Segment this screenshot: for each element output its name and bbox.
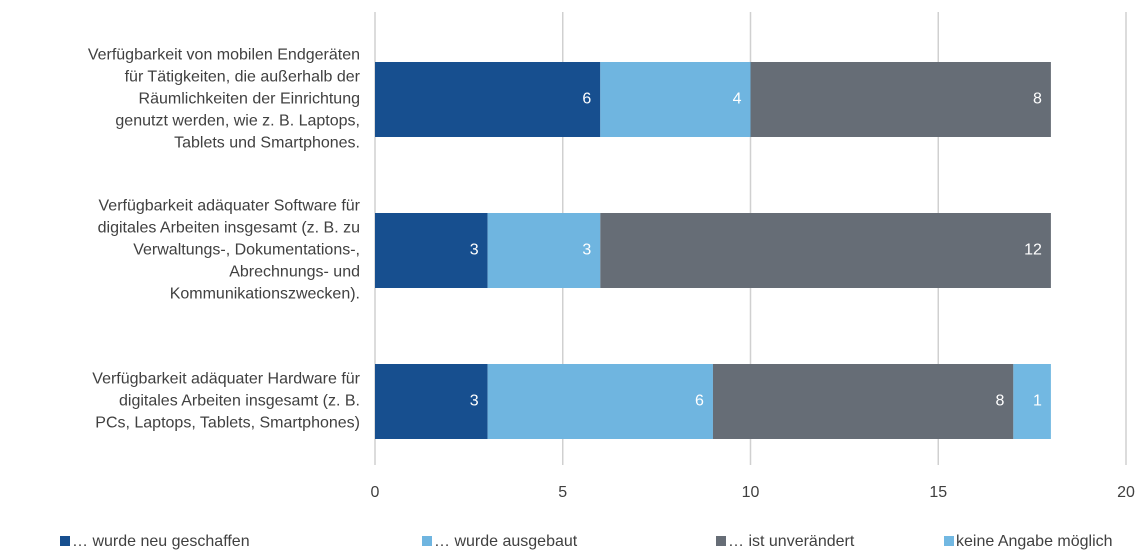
legend-swatch: [716, 536, 726, 546]
x-tick-label: 10: [742, 484, 760, 501]
bar-segment: [375, 364, 488, 439]
bar-segment: [600, 213, 1051, 288]
legend-swatch: [60, 536, 70, 546]
category-label: PCs, Laptops, Tablets, Smartphones): [95, 415, 360, 432]
data-label: 3: [470, 393, 479, 410]
data-label: 3: [582, 242, 591, 259]
category-label: Kommunikationszwecken).: [170, 286, 360, 303]
bar-segment: [1013, 364, 1051, 439]
x-tick-label: 0: [371, 484, 380, 501]
bar-segment: [487, 213, 601, 288]
bar-segment: [487, 364, 713, 439]
category-label: digitales Arbeiten insgesamt (z. B. zu: [98, 220, 360, 237]
data-label: 4: [733, 91, 742, 108]
category-label: Abrechnungs- und: [229, 264, 360, 281]
category-label: Verwaltungs-, Dokumentations-,: [133, 242, 360, 259]
category-label: Tablets und Smartphones.: [174, 135, 360, 152]
category-label: für Tätigkeiten, die außerhalb der: [125, 69, 361, 86]
legend-label: keine Angabe möglich: [956, 533, 1113, 550]
legend-label: … wurde neu geschaffen: [72, 533, 250, 550]
data-label: 8: [1033, 91, 1042, 108]
data-label: 1: [1033, 393, 1042, 410]
category-label: Verfügbarkeit von mobilen Endgeräten: [88, 47, 360, 64]
category-label: Verfügbarkeit adäquater Software für: [99, 198, 361, 215]
bar-segment: [375, 62, 601, 137]
data-label: 3: [470, 242, 479, 259]
category-label: digitales Arbeiten insgesamt (z. B.: [119, 393, 360, 410]
data-label: 8: [995, 393, 1004, 410]
bar-segment: [375, 213, 488, 288]
data-label: 6: [582, 91, 591, 108]
legend-label: … wurde ausgebaut: [434, 533, 578, 550]
x-tick-label: 15: [929, 484, 947, 501]
legend-swatch: [422, 536, 432, 546]
category-label: genutzt werden, wie z. B. Laptops,: [115, 113, 360, 130]
bar-segment: [750, 62, 1051, 137]
legend-label: … ist unverändert: [728, 533, 855, 550]
bar-segment: [712, 364, 1014, 439]
category-label: Räumlichkeiten der Einrichtung: [139, 91, 360, 108]
legend-swatch: [944, 536, 954, 546]
data-label: 12: [1024, 242, 1042, 259]
data-label: 6: [695, 393, 704, 410]
bar-segment: [600, 62, 751, 137]
x-tick-label: 5: [558, 484, 567, 501]
category-label: Verfügbarkeit adäquater Hardware für: [92, 371, 360, 388]
x-tick-label: 20: [1117, 484, 1135, 501]
